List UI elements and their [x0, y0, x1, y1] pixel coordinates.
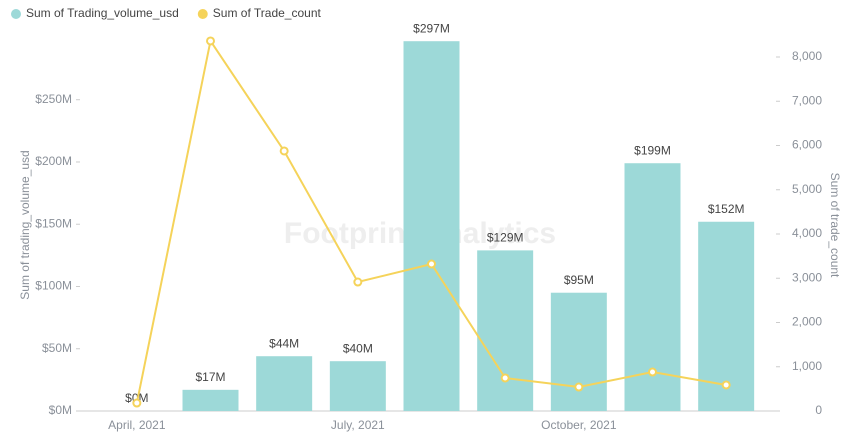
y-tick-label: $50M	[42, 341, 72, 355]
bar	[550, 292, 607, 411]
point	[132, 398, 142, 408]
y2-tick-label: 2,000	[792, 315, 822, 329]
point	[427, 259, 436, 269]
value-label: $44M	[269, 336, 299, 350]
y2-tick-label: 8,000	[792, 49, 822, 63]
y-tick-label: $100M	[35, 279, 72, 293]
value-label: $199M	[634, 143, 671, 157]
y-tick-label: $150M	[35, 216, 72, 230]
point	[353, 277, 363, 287]
point	[721, 380, 731, 390]
y-tick-label: $250M	[35, 92, 72, 106]
bar	[698, 221, 755, 411]
value-label: $40M	[343, 341, 373, 355]
y-tick-label: $0M	[49, 403, 72, 417]
x-tick-label: October, 2021	[541, 418, 617, 432]
point	[279, 146, 289, 156]
point	[648, 367, 657, 377]
y2-tick-label: 3,000	[792, 270, 822, 284]
y2-tick-label: 0	[815, 403, 822, 417]
legend-swatch	[11, 9, 21, 19]
legend-label: Sum of Trade_count	[213, 6, 322, 20]
y2-axis-title: Sum of trade_count	[828, 173, 842, 278]
value-label: $152M	[708, 202, 745, 216]
legend-label: Sum of Trading_volume_usd	[26, 6, 179, 20]
bar	[256, 356, 313, 411]
x-tick-label: July, 2021	[331, 418, 385, 432]
y2-tick-label: 5,000	[792, 182, 822, 196]
point	[206, 36, 215, 46]
x-tick-label: April, 2021	[108, 418, 166, 432]
bar	[182, 389, 239, 411]
y2-tick-label: 7,000	[792, 93, 822, 107]
point	[500, 373, 510, 383]
value-label: $297M	[413, 21, 450, 35]
y2-tick-label: 1,000	[792, 359, 822, 373]
y-axis-title: Sum of trading_volume_usd	[18, 150, 32, 299]
bar	[403, 41, 460, 412]
bar	[477, 250, 534, 411]
value-label: $95M	[564, 273, 594, 287]
value-label: $129M	[487, 231, 524, 245]
bar	[329, 361, 386, 411]
value-label: $17M	[195, 370, 225, 384]
point	[574, 382, 584, 392]
y2-tick-label: 4,000	[792, 226, 822, 240]
legend-swatch	[197, 9, 208, 19]
y2-tick-label: 6,000	[792, 138, 822, 152]
y-tick-label: $200M	[35, 154, 72, 168]
